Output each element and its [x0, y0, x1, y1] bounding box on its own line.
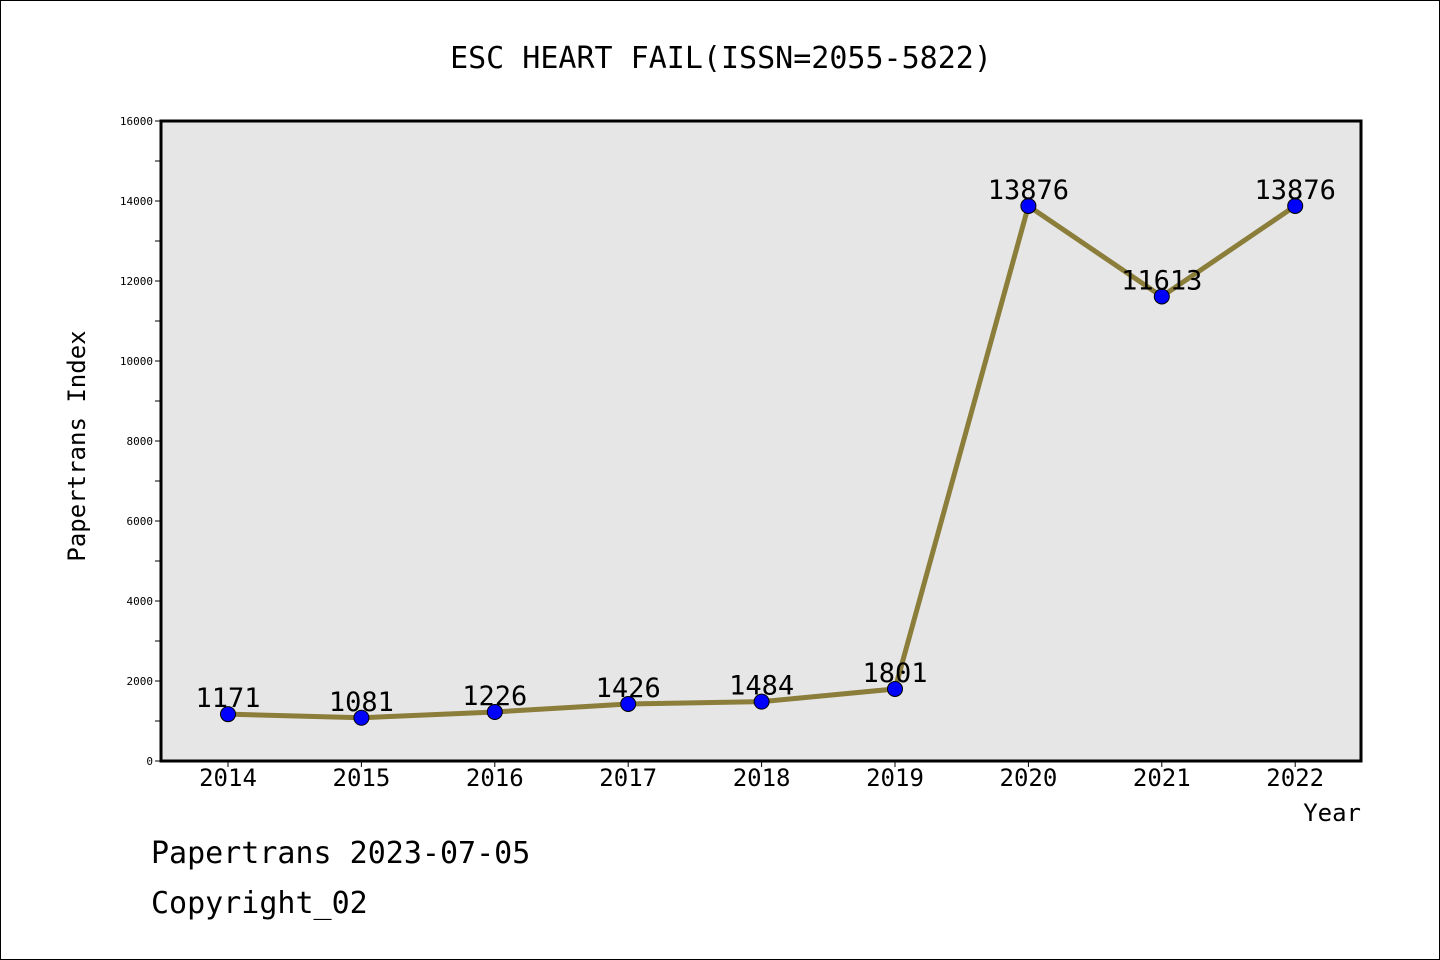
- data-point: [1020, 197, 1037, 214]
- data-point: [887, 680, 903, 697]
- data-point: [753, 693, 770, 710]
- x-tick-label: 2020: [1000, 764, 1058, 792]
- data-label: 1484: [729, 671, 794, 702]
- x-tick-label: 2016: [466, 764, 524, 792]
- data-label: 11613: [1121, 265, 1202, 296]
- data-label: 1226: [462, 681, 527, 712]
- x-axis-label: Year: [1303, 799, 1361, 827]
- data-label: 1801: [862, 658, 927, 689]
- y-tick-label: 14000: [120, 195, 153, 208]
- data-point: [486, 703, 503, 720]
- data-point: [1153, 288, 1170, 305]
- footer-date: Papertrans 2023-07-05: [151, 836, 531, 871]
- y-tick-label: 12000: [120, 275, 153, 288]
- data-label: 1081: [329, 687, 394, 718]
- plot-area: [161, 121, 1361, 761]
- y-axis-label: Papertrans Index: [63, 330, 91, 561]
- x-tick-label: 2017: [599, 764, 657, 792]
- data-point: [620, 695, 637, 712]
- data-label: 13876: [988, 175, 1069, 206]
- plot-border: [159, 119, 1363, 763]
- y-tick-label: 4000: [127, 595, 154, 608]
- data-point: [1287, 197, 1304, 214]
- x-tick-label: 2022: [1266, 764, 1324, 792]
- y-tick-label: 10000: [120, 355, 153, 368]
- x-tick-label: 2014: [199, 764, 257, 792]
- data-label: 1426: [596, 673, 661, 704]
- x-tick-label: 2019: [866, 764, 924, 792]
- data-label: 13876: [1255, 175, 1336, 206]
- footer-copyright: Copyright_02: [151, 886, 368, 921]
- data-label: 1171: [195, 683, 260, 714]
- y-tick-label: 2000: [127, 675, 154, 688]
- y-tick-label: 6000: [127, 515, 154, 528]
- x-tick-label: 2021: [1133, 764, 1191, 792]
- x-tick-label: 2018: [733, 764, 791, 792]
- y-tick-label: 8000: [127, 435, 154, 448]
- x-tick-label: 2015: [333, 764, 391, 792]
- y-tick-label: 0: [146, 755, 153, 768]
- chart-title: ESC HEART FAIL(ISSN=2055-5822): [450, 41, 992, 76]
- y-tick-label: 16000: [120, 115, 153, 128]
- data-point: [353, 709, 370, 726]
- data-point: [220, 706, 236, 723]
